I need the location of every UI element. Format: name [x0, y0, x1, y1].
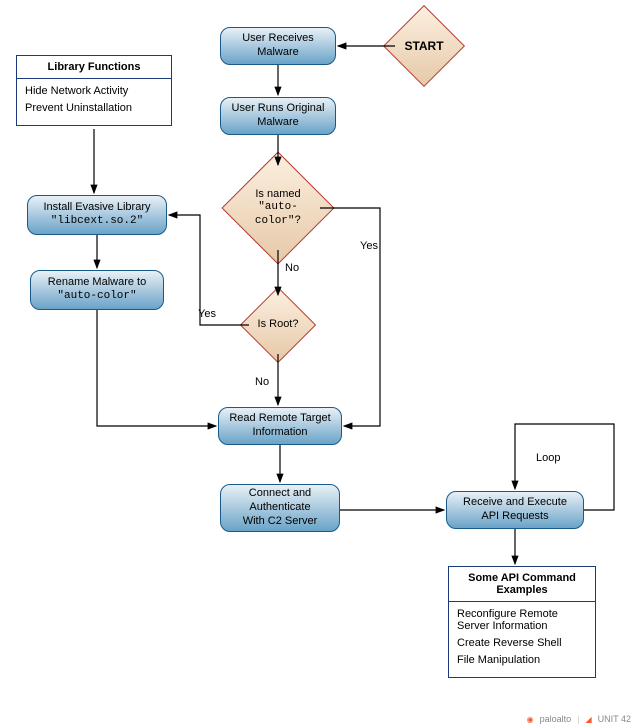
text: User Runs Original [232, 102, 325, 116]
node-is-named: Is named "auto-color"? [238, 168, 318, 248]
list-item: Create Reverse Shell [457, 637, 587, 649]
node-is-root: Is Root? [251, 298, 305, 352]
text: Connect and [249, 487, 311, 501]
text: "auto-color"? [238, 201, 318, 227]
edge-label-no-1: No [285, 262, 299, 274]
list-item: Prevent Uninstallation [25, 102, 163, 114]
list-item: Reconfigure Remote Server Information [457, 608, 587, 632]
node-connect-c2: Connect and Authenticate With C2 Server [220, 484, 340, 532]
text: Is named [255, 188, 300, 201]
infobox-title: Library Functions [17, 56, 171, 79]
text: Rename Malware to [48, 276, 146, 290]
node-recv-exec: Receive and Execute API Requests [446, 491, 584, 529]
start-label: START [395, 17, 453, 75]
text: Malware [257, 116, 299, 130]
node-read-remote: Read Remote Target Information [218, 407, 342, 445]
text: API Requests [481, 510, 548, 524]
text: Malware [257, 46, 299, 60]
infobox-body: Hide Network Activity Prevent Uninstalla… [17, 79, 171, 125]
footer: ◉ paloalto | ◢ UNIT 42 [527, 714, 631, 724]
text: Is Root? [258, 318, 299, 331]
infobox-title: Some API Command Examples [449, 567, 595, 602]
node-user-receives: User Receives Malware [220, 27, 336, 65]
node-rename: Rename Malware to "auto-color" [30, 270, 164, 310]
list-item: File Manipulation [457, 654, 587, 666]
edge-label-yes-2: Yes [198, 308, 216, 320]
library-functions-box: Library Functions Hide Network Activity … [16, 55, 172, 126]
text: Information [252, 426, 307, 440]
node-start: START [395, 17, 453, 75]
text: "libcext.so.2" [51, 215, 143, 229]
logo-icon: ◢ [585, 715, 591, 724]
footer-right: UNIT 42 [598, 714, 631, 724]
edge-label-yes-1: Yes [360, 240, 378, 252]
edge-label-loop: Loop [536, 452, 560, 464]
text: Authenticate [249, 501, 310, 515]
edge-label-no-2: No [255, 376, 269, 388]
node-install-lib: Install Evasive Library "libcext.so.2" [27, 195, 167, 235]
flowchart-canvas: START User Receives Malware User Runs Or… [0, 0, 641, 728]
text: Receive and Execute [463, 496, 567, 510]
api-examples-box: Some API Command Examples Reconfigure Re… [448, 566, 596, 678]
text: Read Remote Target [229, 412, 330, 426]
logo-icon: ◉ [527, 715, 534, 724]
node-user-runs: User Runs Original Malware [220, 97, 336, 135]
text: User Receives [242, 32, 314, 46]
footer-sep: | [577, 714, 579, 724]
text: With C2 Server [243, 515, 318, 529]
footer-left: paloalto [540, 714, 572, 724]
infobox-body: Reconfigure Remote Server Information Cr… [449, 602, 595, 677]
text: "auto-color" [57, 290, 136, 304]
text: Install Evasive Library [44, 201, 151, 215]
list-item: Hide Network Activity [25, 85, 163, 97]
